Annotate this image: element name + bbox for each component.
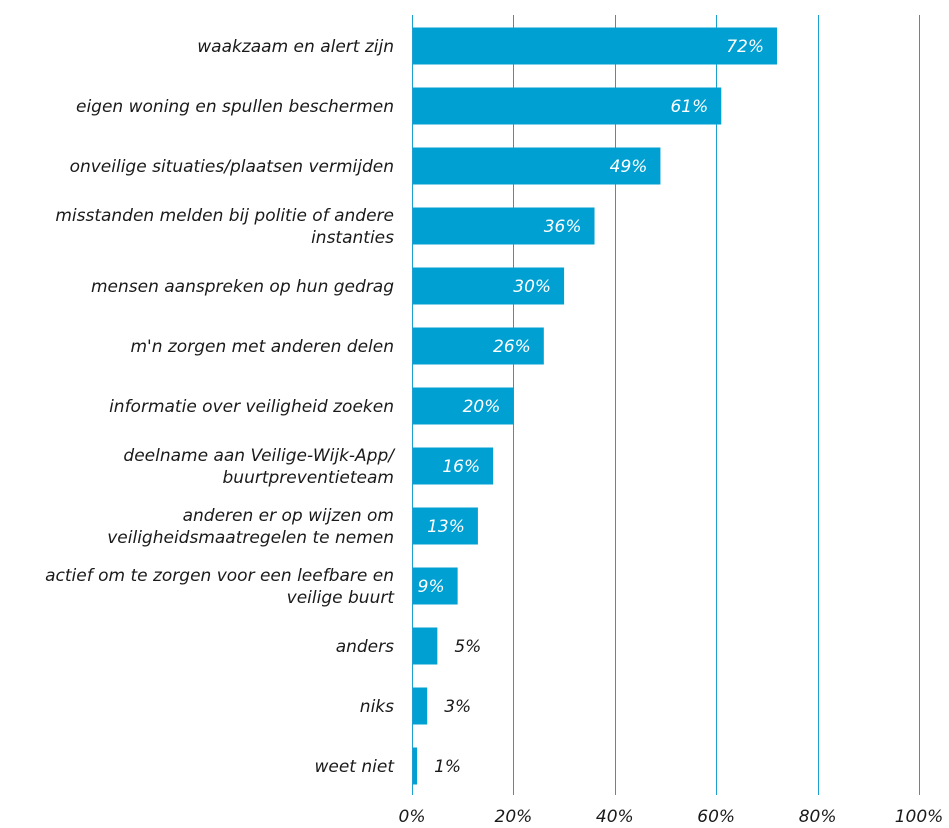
data-label: 49% [610, 157, 648, 177]
category-label: informatie over veiligheid zoeken [109, 397, 394, 417]
category-label: niks [360, 697, 394, 717]
data-label: 72% [726, 37, 764, 57]
data-label: 9% [418, 577, 445, 597]
bar [413, 387, 514, 425]
x-tick-labels: 0% 20% 40% 60% 80% 100% [399, 807, 944, 827]
bars [413, 27, 778, 785]
bar [413, 327, 544, 365]
bar [413, 567, 458, 605]
x-tick-label: 40% [596, 807, 634, 827]
category-label: actief om te zorgen voor een leefbare en… [45, 566, 395, 608]
data-label: 3% [444, 697, 471, 717]
category-label: deelname aan Veilige-Wijk-App/buurtpreve… [123, 446, 396, 488]
data-label: 26% [493, 337, 531, 357]
x-tick-label: 80% [799, 807, 837, 827]
bar [413, 147, 661, 185]
category-label: anderen er op wijzen om veiligheidsmaatre… [107, 506, 394, 548]
bar [413, 207, 595, 245]
data-label: 36% [544, 217, 582, 237]
bar [413, 267, 565, 305]
bar [413, 687, 428, 725]
category-label: mensen aanspreken op hun gedrag [91, 277, 394, 297]
bar [413, 447, 494, 485]
data-label: 5% [454, 637, 481, 657]
category-label: waakzaam en alert zijn [197, 37, 394, 57]
data-label: 61% [670, 97, 708, 117]
value-labels: 72% 61% 49% 36% 30% 26% 20% 16% 13% 9% 5% 3% 1% [418, 37, 764, 777]
x-tick-label: 60% [697, 807, 735, 827]
category-label: anders [336, 637, 394, 657]
x-tick-label: 0% [399, 807, 426, 827]
bar [413, 747, 418, 785]
data-label: 13% [427, 517, 465, 537]
x-tick-label: 20% [495, 807, 533, 827]
data-label: 30% [513, 277, 551, 297]
bar [413, 87, 722, 125]
category-label: eigen woning en spullen beschermen [76, 97, 394, 117]
bar [413, 627, 438, 665]
data-label: 16% [442, 457, 480, 477]
grid-lines [412, 15, 920, 795]
category-labels: waakzaam en alert zijn eigen woning en sp… [45, 37, 396, 777]
data-label: 20% [463, 397, 501, 417]
bar [413, 507, 478, 545]
category-label: m'n zorgen met anderen delen [130, 337, 394, 357]
bar [413, 27, 778, 65]
category-label: onveilige situaties/plaatsen vermijden [70, 157, 394, 177]
x-tick-label: 100% [895, 807, 944, 827]
category-label: weet niet [314, 757, 395, 777]
data-label: 1% [434, 757, 461, 777]
category-label: misstanden melden bij politie of andere i… [55, 206, 394, 248]
